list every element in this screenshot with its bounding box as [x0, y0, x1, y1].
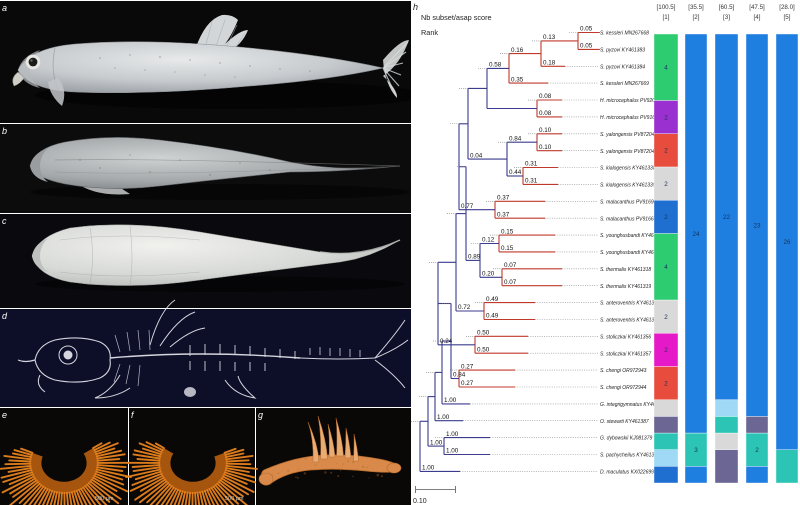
- svg-text:0.04: 0.04: [470, 152, 483, 159]
- svg-text:S. stoliczkai KY461356: S. stoliczkai KY461356: [600, 334, 651, 340]
- svg-text:g: g: [258, 410, 263, 420]
- svg-text:0.12: 0.12: [482, 237, 495, 244]
- svg-text:1.00: 1.00: [430, 439, 443, 446]
- svg-text:S. yalongensis PV872042: S. yalongensis PV872042: [600, 132, 657, 138]
- svg-text:0.49: 0.49: [486, 313, 499, 320]
- svg-text:0.77: 0.77: [461, 203, 474, 210]
- svg-text:23: 23: [753, 222, 761, 229]
- svg-text:500 µm: 500 µm: [225, 496, 244, 502]
- svg-text:22: 22: [723, 214, 731, 221]
- svg-text:0.15: 0.15: [501, 228, 514, 235]
- svg-text:S. thermalis KY461318: S. thermalis KY461318: [600, 267, 651, 273]
- svg-text:0.35: 0.35: [511, 76, 524, 83]
- svg-text:0.10: 0.10: [413, 498, 427, 505]
- svg-text:500 µm: 500 µm: [95, 496, 114, 502]
- svg-text:0.20: 0.20: [482, 271, 495, 278]
- svg-text:2: 2: [664, 380, 668, 387]
- svg-text:S. thermalis KY461319: S. thermalis KY461319: [600, 284, 651, 290]
- svg-text:S. chengi OR972943: S. chengi OR972943: [600, 368, 647, 374]
- svg-text:0.27: 0.27: [461, 380, 474, 387]
- svg-text:[35.5]: [35.5]: [688, 4, 704, 11]
- svg-text:0.89: 0.89: [468, 254, 481, 261]
- svg-text:2: 2: [664, 214, 668, 221]
- svg-text:0.27: 0.27: [461, 363, 474, 370]
- svg-text:24: 24: [692, 231, 700, 238]
- svg-text:0.16: 0.16: [511, 47, 524, 54]
- svg-text:0.58: 0.58: [489, 62, 502, 69]
- svg-text:S. kialogensis KY461338: S. kialogensis KY461338: [600, 166, 656, 172]
- svg-text:e: e: [2, 410, 7, 420]
- svg-text:2: 2: [664, 148, 668, 155]
- svg-text:0.07: 0.07: [504, 279, 517, 286]
- svg-text:2: 2: [664, 181, 668, 188]
- svg-text:2: 2: [664, 314, 668, 321]
- svg-text:0.18: 0.18: [543, 60, 556, 67]
- svg-text:0.24: 0.24: [440, 338, 453, 345]
- svg-text:b: b: [2, 126, 7, 136]
- svg-text:[4]: [4]: [754, 14, 761, 21]
- svg-text:26: 26: [783, 239, 791, 246]
- svg-text:S. kessleri MN267669: S. kessleri MN267669: [600, 81, 649, 87]
- svg-text:O. stewarti KY461387: O. stewarti KY461387: [600, 419, 649, 425]
- svg-text:D. maculatus KX022699: D. maculatus KX022699: [600, 470, 654, 476]
- svg-text:S. stoliczkai KY461357: S. stoliczkai KY461357: [600, 351, 651, 357]
- svg-text:[3]: [3]: [723, 14, 730, 21]
- svg-text:0.08: 0.08: [539, 110, 552, 117]
- svg-text:[28.0]: [28.0]: [779, 4, 795, 11]
- svg-text:S. anteroventris KY461341: S. anteroventris KY461341: [600, 301, 660, 307]
- svg-text:S. pyzovi KY461383: S. pyzovi KY461383: [600, 48, 645, 54]
- svg-text:S. pyzovi KY461384: S. pyzovi KY461384: [600, 64, 645, 70]
- svg-text:0.07: 0.07: [504, 262, 517, 269]
- svg-text:2: 2: [664, 347, 668, 354]
- svg-text:S. yalongensis PV872040: S. yalongensis PV872040: [600, 149, 657, 155]
- svg-text:[2]: [2]: [693, 14, 700, 21]
- svg-text:0.49: 0.49: [486, 296, 499, 303]
- svg-text:1.00: 1.00: [446, 431, 459, 438]
- svg-text:S. malacanthus PV916949: S. malacanthus PV916949: [600, 199, 659, 205]
- svg-text:4: 4: [664, 264, 668, 271]
- svg-text:[60.5]: [60.5]: [719, 4, 735, 11]
- svg-text:1.00: 1.00: [437, 414, 450, 421]
- svg-text:[1]: [1]: [663, 14, 670, 21]
- svg-text:1.00: 1.00: [444, 397, 457, 404]
- svg-text:1.00: 1.00: [422, 465, 435, 472]
- svg-text:0.37: 0.37: [497, 211, 510, 218]
- svg-text:0.37: 0.37: [497, 195, 510, 202]
- svg-text:0.31: 0.31: [525, 178, 538, 185]
- svg-text:S. pachycheilus KY461377: S. pachycheilus KY461377: [600, 453, 660, 459]
- svg-text:[5]: [5]: [784, 14, 791, 21]
- svg-text:0.15: 0.15: [501, 245, 514, 252]
- svg-text:0.31: 0.31: [525, 161, 538, 168]
- svg-text:3: 3: [694, 447, 698, 454]
- svg-text:0.10: 0.10: [539, 127, 552, 134]
- svg-text:0.44: 0.44: [509, 169, 522, 176]
- svg-text:S. chengi OR972944: S. chengi OR972944: [600, 385, 647, 391]
- svg-text:0.05: 0.05: [580, 26, 593, 33]
- svg-text:0.72: 0.72: [458, 304, 471, 311]
- svg-text:G. dybowskii KJ081379: G. dybowskii KJ081379: [600, 436, 652, 442]
- svg-text:S. kialogensis KY461339: S. kialogensis KY461339: [600, 183, 656, 189]
- svg-text:c: c: [2, 216, 7, 226]
- svg-text:0.84: 0.84: [453, 372, 466, 379]
- svg-text:S. kessleri MN267668: S. kessleri MN267668: [600, 31, 649, 37]
- svg-text:a: a: [2, 3, 7, 13]
- svg-text:[100.5]: [100.5]: [657, 4, 676, 11]
- svg-text:0.50: 0.50: [477, 330, 490, 337]
- svg-text:0.84: 0.84: [509, 135, 522, 142]
- svg-text:0.50: 0.50: [477, 346, 490, 353]
- svg-text:2: 2: [755, 447, 759, 454]
- svg-text:2: 2: [664, 114, 668, 121]
- svg-text:[47.5]: [47.5]: [749, 4, 765, 11]
- svg-text:0.13: 0.13: [543, 34, 556, 41]
- svg-text:0.10: 0.10: [539, 144, 552, 151]
- svg-text:S. malacanthus PV9166497: S. malacanthus PV9166497: [600, 216, 662, 222]
- svg-text:0.05: 0.05: [580, 43, 593, 50]
- svg-text:1.00: 1.00: [446, 448, 459, 455]
- svg-text:0.08: 0.08: [539, 93, 552, 100]
- svg-text:S. anteroventris KY461343: S. anteroventris KY461343: [600, 318, 660, 324]
- svg-text:4: 4: [664, 65, 668, 72]
